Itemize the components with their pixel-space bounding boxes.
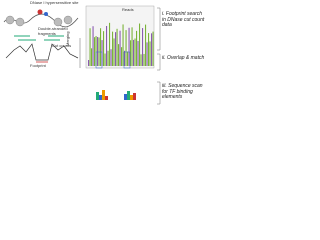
read-bar: [92, 26, 94, 66]
sequence-logos: [96, 90, 136, 100]
read-bar: [124, 50, 126, 66]
diagram: [3, 5, 161, 105]
read-bar: [104, 53, 106, 66]
read-bar: [116, 28, 118, 66]
read-bar: [139, 23, 141, 66]
read-bar: [97, 37, 99, 66]
read-bars: [88, 22, 154, 67]
read-bar: [122, 24, 124, 66]
read-bar: [112, 31, 114, 66]
read-bar: [127, 51, 129, 66]
read-bar: [148, 33, 150, 66]
read-bar: [143, 53, 145, 66]
read-bar: [119, 30, 121, 66]
footprint-box: [123, 51, 131, 69]
read-bar: [107, 50, 109, 66]
read-bar: [121, 47, 123, 66]
read-bar: [100, 28, 102, 67]
read-bar: [131, 27, 133, 67]
step-label: i. Footprint search in DNase cut count d…: [162, 11, 205, 29]
read-bar: [95, 36, 97, 66]
read-bar: [142, 28, 144, 66]
read-bar: [146, 42, 148, 66]
read-bar: [149, 41, 151, 66]
read-bar: [109, 22, 111, 66]
read-bar: [94, 37, 96, 66]
read-bar: [106, 26, 108, 67]
dhs-label: DNase I hypersensitive site: [30, 0, 79, 5]
read-bar: [137, 40, 139, 66]
fragments-label: Double-stranded fragments: [38, 26, 68, 36]
read-bar: [136, 30, 138, 66]
page: DNase I hypersensitive site Double-stran…: [0, 0, 204, 108]
footprint-label: Footprint: [30, 63, 46, 68]
bracket: [157, 53, 161, 71]
read-bar: [140, 54, 142, 66]
bracket: [157, 7, 161, 51]
read-bar: [134, 38, 136, 66]
read-bar: [130, 40, 132, 66]
read-bar: [152, 31, 154, 66]
read-bar: [113, 38, 115, 66]
read-bar: [115, 32, 117, 66]
read-bar: [103, 31, 105, 67]
read-bar: [145, 24, 147, 67]
step-label: iii. Sequence scan for TF binding elemen…: [162, 83, 203, 101]
dna-strand: [3, 9, 79, 28]
read-bar: [151, 33, 153, 66]
footprint-box: [95, 51, 103, 69]
read-bar: [98, 37, 100, 66]
read-bar: [89, 28, 91, 67]
merging-label: Merging: [65, 31, 70, 46]
read-bar: [88, 60, 90, 66]
read-bar: [110, 49, 112, 66]
fragments: [14, 35, 64, 41]
reads-label: Reads: [122, 7, 134, 12]
read-bar: [133, 39, 135, 66]
read-bar: [91, 48, 93, 66]
read-bar: [125, 30, 127, 66]
cut-counts-label: Cut counts: [52, 43, 72, 48]
step-label: ii. Overlap & match: [162, 55, 205, 61]
footprint-profile: [5, 43, 79, 61]
bracket: [157, 81, 161, 105]
read-bar: [128, 27, 130, 66]
read-bar: [118, 44, 120, 66]
